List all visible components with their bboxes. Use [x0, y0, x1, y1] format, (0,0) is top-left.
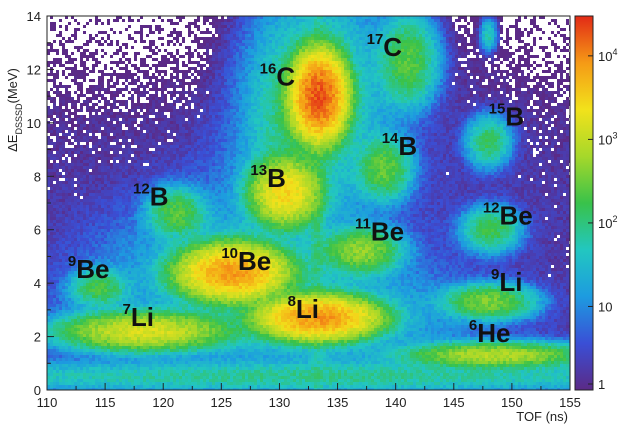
x-tick-label: 135: [327, 395, 349, 410]
y-tick-label: 14: [27, 9, 41, 24]
y-axis-title-unit: (MeV): [5, 68, 20, 103]
x-tick-label: 155: [559, 395, 581, 410]
y-axis-title: ΔEDSSSD(MeV): [5, 68, 24, 152]
colorbar-tick-label: 103: [598, 130, 617, 147]
isotope-label: 9Li: [491, 266, 522, 297]
x-tick-label: 145: [443, 395, 465, 410]
isotope-label: 11Be: [355, 215, 404, 246]
x-tick-label: 120: [152, 395, 174, 410]
isotope-label: 15B: [489, 101, 524, 132]
y-tick-label: 0: [34, 383, 41, 398]
x-tick-label: 130: [269, 395, 291, 410]
isotope-label: 7Li: [123, 301, 154, 332]
heatmap-layer: [47, 16, 570, 390]
y-tick-label: 4: [34, 276, 41, 291]
isotope-label: 8Li: [288, 293, 319, 324]
y-tick-label: 2: [34, 330, 41, 345]
x-tick-label: 150: [501, 395, 523, 410]
y-axis-title-sub: DSSSD: [14, 103, 24, 135]
colorbar-tick-label: 1: [598, 377, 605, 392]
x-axis: 110 115 120 125 130 135 140 145 150 155: [37, 383, 581, 410]
isotope-label: 17C: [367, 31, 403, 62]
y-axis-title-main: ΔE: [5, 134, 20, 152]
isotope-label: 16C: [260, 60, 296, 91]
isotope-label: 12B: [133, 181, 168, 212]
isotope-label: 10Be: [221, 245, 271, 276]
x-tick-label: 140: [385, 395, 407, 410]
colorbar-tick-label: 104: [598, 47, 617, 64]
isotope-label: 6He: [469, 317, 511, 348]
x-tick-label: 110: [37, 395, 58, 410]
colorbar-ticks: 1 10 102 103 104: [588, 47, 617, 392]
x-axis-title: TOF (ns): [516, 409, 568, 424]
y-tick-label: 6: [34, 223, 41, 238]
y-tick-label: 8: [34, 169, 41, 184]
isotope-label: 12Be: [483, 199, 533, 230]
x-tick-label: 115: [95, 395, 116, 410]
isotope-label: 13B: [250, 162, 285, 193]
x-tick-label: 125: [210, 395, 232, 410]
colorbar-tick-label: 102: [598, 214, 617, 231]
isotope-labels: 16C 17C 15B 14B 13B 12B 12Be 11Be 10Be 9Be 9Li 8Li 7…: [68, 31, 533, 348]
y-tick-label: 12: [27, 62, 41, 77]
isotope-label: 9Be: [68, 253, 110, 284]
colorbar-tick-label: 10: [598, 299, 612, 314]
y-axis: 0 2 4 6 8 10 12 14: [27, 9, 54, 398]
colorbar: [574, 15, 594, 391]
y-tick-label: 10: [27, 116, 41, 131]
isotope-label: 14B: [382, 130, 417, 161]
